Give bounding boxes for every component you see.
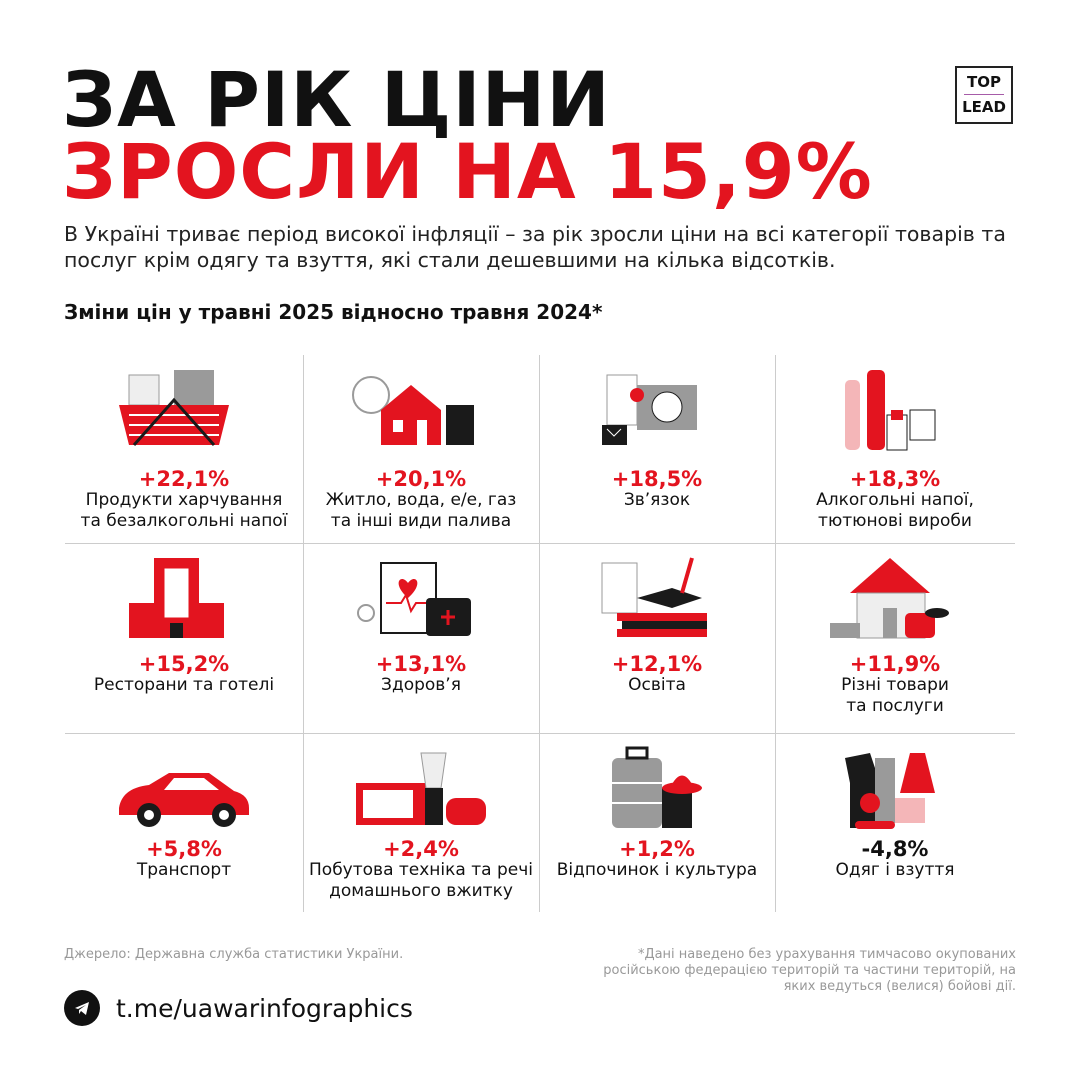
divider: [539, 355, 540, 912]
appliances-icon: [356, 752, 486, 825]
category-1: +22,1% Продукти харчування та безалкогол…: [65, 365, 303, 532]
category-11: +1,2% Відпочинок і культура: [539, 743, 775, 881]
category-change: +18,5%: [611, 467, 703, 491]
hotel-icon: [129, 558, 224, 638]
clothes-icon: [845, 753, 935, 829]
category-label: Житло, вода, е/е, газ: [325, 490, 517, 510]
category-label: Одяг і взуття: [835, 860, 955, 880]
category-change: +2,4%: [383, 837, 459, 861]
divider: [775, 355, 776, 912]
category-change: +22,1%: [138, 467, 230, 491]
top-lead-logo: TOP LEAD: [955, 66, 1013, 124]
communication-icon: [602, 374, 697, 445]
divider: [303, 355, 304, 912]
category-label: Зв’язок: [623, 490, 691, 510]
medical-kit-icon: [357, 562, 471, 636]
category-2: +20,1% Житло, вода, е/е, газ та інші вид…: [303, 365, 539, 532]
category-label: Освіта: [628, 675, 686, 695]
grocery-basket-icon: [119, 370, 229, 446]
category-label-line-2: тютюнові вироби: [818, 511, 972, 531]
category-8: +11,9% Різні товари та послуги: [775, 553, 1015, 717]
category-6: +13,1% Здоров’я: [303, 553, 539, 696]
title-line-1: ЗА РІК ЦІНИ: [62, 55, 611, 144]
telegram-link[interactable]: t.me/uawarinfographics: [64, 990, 413, 1026]
category-label: Побутова техніка та речі: [309, 860, 533, 880]
category-change: +13,1%: [375, 652, 467, 676]
category-4: +18,3% Алкогольні напої, тютюнові вироби: [775, 365, 1015, 532]
category-label: Здоров’я: [381, 675, 461, 695]
category-3: +18,5% Зв’язок: [539, 365, 775, 511]
category-12: -4,8% Одяг і взуття: [775, 743, 1015, 881]
divider: [65, 543, 1015, 544]
category-change: +12,1%: [611, 652, 703, 676]
divider: [65, 733, 1015, 734]
category-change: +5,8%: [146, 837, 222, 861]
category-label: Відпочинок і культура: [556, 860, 758, 880]
footnote-text: *Дані наведено без урахування тимчасово …: [603, 947, 1016, 994]
category-change: +15,2%: [138, 652, 230, 676]
books-icon: [601, 557, 707, 637]
category-change: -4,8%: [861, 837, 929, 861]
logo-top: TOP: [967, 73, 1001, 91]
category-label: Ресторани та готелі: [93, 675, 275, 695]
category-label-line-2: та послуги: [846, 696, 944, 716]
category-9: +5,8% Транспорт: [65, 743, 303, 881]
car-icon: [119, 773, 249, 827]
category-label-line-2: домашнього вжитку: [329, 881, 513, 901]
category-label: Алкогольні напої,: [816, 490, 974, 510]
category-7: +12,1% Освіта: [539, 553, 775, 696]
title-line-2: ЗРОСЛИ НА 15,9%: [62, 127, 873, 216]
suitcase-icon: [612, 746, 702, 828]
intro-text: В Україні триває період високої інфляції…: [64, 222, 1006, 272]
logo-bottom: LEAD: [962, 98, 1006, 116]
house-utilities-icon: [352, 376, 474, 445]
category-label: Продукти харчування: [85, 490, 283, 510]
category-change: +18,3%: [849, 467, 941, 491]
source-text: Джерело: Державна служба статистики Укра…: [64, 947, 404, 962]
house-goods-icon: [830, 558, 949, 639]
category-change: +20,1%: [375, 467, 467, 491]
logo-divider: [964, 94, 1004, 95]
category-change: +1,2%: [619, 837, 695, 861]
category-label: Транспорт: [136, 860, 232, 880]
category-label-line-2: та безалкогольні напої: [80, 511, 288, 531]
category-label: Різні товари: [841, 675, 949, 695]
bottles-icon: [845, 370, 936, 451]
category-10: +2,4% Побутова техніка та речі домашньог…: [303, 743, 539, 902]
section-subtitle: Зміни цін у травні 2025 відносно травня …: [64, 300, 603, 324]
telegram-url: t.me/uawarinfographics: [116, 993, 413, 1023]
category-grid: +22,1% Продукти харчування та безалкогол…: [65, 355, 1015, 912]
category-change: +11,9%: [849, 652, 941, 676]
telegram-icon: [64, 990, 100, 1026]
category-5: +15,2% Ресторани та готелі: [65, 553, 303, 696]
category-label-line-2: та інші види палива: [330, 511, 512, 531]
